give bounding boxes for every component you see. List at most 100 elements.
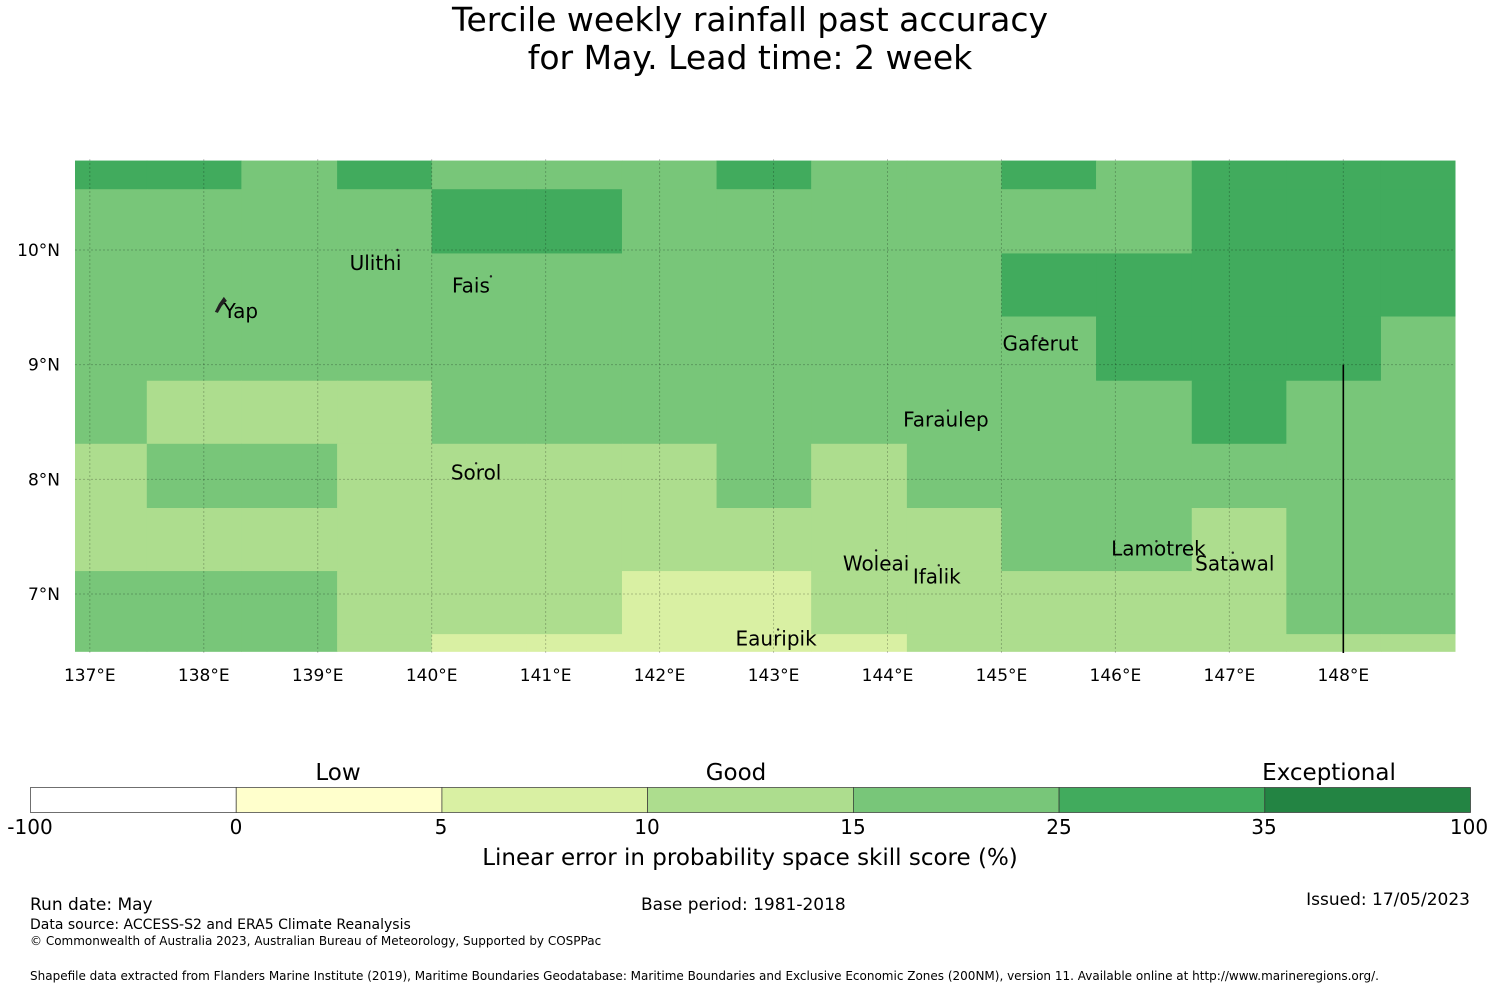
skill-cell [431,380,527,445]
skill-cell [1191,316,1287,382]
skill-cell [621,508,718,572]
skill-cell [811,160,908,190]
colorbar-tick: 25 [1046,815,1072,839]
skill-cell [1096,189,1193,254]
colorbar-label-exceptional: Exceptional [1262,760,1396,786]
skill-cell [337,380,433,445]
skill-cell [906,316,1002,382]
skill-cell [1191,634,1287,652]
run-date: Run date: May [30,895,153,915]
skill-cell [1001,508,1097,572]
colorbar-tick: 35 [1251,815,1277,839]
lon-tick-label: 140°E [406,666,458,686]
skill-cell [1096,160,1193,190]
skill-cell [431,571,527,635]
lon-tick-label: 137°E [64,666,116,686]
island-dot [489,275,493,278]
skill-cell [1001,571,1097,635]
colorbar-segment [235,787,443,813]
lon-tick-label: 139°E [292,666,344,686]
skill-cell [1001,189,1097,254]
skill-cell [1191,160,1287,190]
skill-cell [1096,508,1193,572]
lon-tick-label: 138°E [178,666,230,686]
skill-cell [716,380,812,445]
skill-cell [146,316,242,382]
lon-tick-label: 141°E [520,666,572,686]
skill-cell [1191,571,1287,635]
island-dot [874,549,878,552]
skill-cell [146,443,242,509]
page-title: Tercile weekly rainfall past accuracy fo… [0,0,1500,77]
lon-tick-label: 145°E [976,666,1028,686]
skill-cell [75,508,148,572]
lon-tick-label: 148°E [1317,666,1369,686]
skill-cell [241,316,338,382]
skill-cell [621,316,718,382]
skill-cell [1001,253,1097,318]
skill-cell [337,508,433,572]
skill-cell [1096,380,1193,445]
colorbar-tick: 5 [434,815,448,839]
island-label: Lamotrek [1111,536,1206,560]
lon-tick-label: 142°E [634,666,686,686]
skill-cell [1001,316,1097,382]
skill-cell [1380,634,1456,652]
island-dot [946,409,950,412]
skill-cell [526,508,623,572]
skill-cell [146,571,242,635]
skill-cell [716,571,812,635]
skill-cell [716,189,812,254]
skill-cell [811,189,908,254]
skill-cell [1380,443,1456,509]
skill-cell [906,160,1002,190]
skill-cell [1096,634,1193,652]
skill-cell [811,571,908,635]
skill-cell [1286,189,1382,254]
skill-cell [906,189,1002,254]
skill-cell [241,508,338,572]
skill-cell [431,189,527,254]
skill-cell [75,189,148,254]
colorbar-swatches [30,787,1471,813]
island-fais: Fais [452,273,493,297]
skill-cell [1001,160,1097,190]
island-label: Ifalik [913,564,961,588]
skill-cell [716,253,812,318]
skill-cell [526,160,623,190]
island-dot [474,462,478,465]
longitude-ticks: 137°E 138°E 139°E 140°E 141°E 142°E 143°E 144°E… [64,666,1369,686]
island-woleai: Woleai [843,549,909,575]
colorbar-tick: 15 [840,815,866,839]
skill-cell [811,316,908,382]
colorbar-tick: 0 [229,815,243,839]
island-label: Gaferut [1003,331,1079,355]
skill-cell [811,380,908,445]
skill-cell [75,443,148,509]
skill-cell [337,189,433,254]
skill-cell [1191,380,1287,445]
skill-map: Yap Ulithi Fais Gaferut Faraulep Sorol WoleaiI… [17,159,1456,686]
skill-cell [621,443,718,509]
skill-cell [146,634,242,652]
skill-cell [75,316,148,382]
latitude-ticks: 10°N 9°N 8°N 7°N [17,241,60,605]
skill-cell [1191,189,1287,254]
skill-cell [75,160,148,190]
island-label: Yap [223,299,258,323]
island-label: Eauripik [736,627,818,651]
island-layer: Yap Ulithi Fais Gaferut Faraulep Sorol WoleaiI… [214,248,1274,651]
skill-cell [1191,253,1287,318]
skill-cell [716,634,812,652]
skill-cell [1286,571,1382,635]
lat-tick-label: 8°N [28,470,60,490]
skill-cell [716,316,812,382]
lat-tick-label: 7°N [28,585,60,605]
skill-cell [526,189,623,254]
skill-cell [906,380,1002,445]
skill-cell [241,571,338,635]
lat-tick-label: 10°N [17,241,60,261]
skill-cell [1380,316,1456,382]
colorbar-segment [441,787,648,813]
colorbar-segment [853,787,1060,813]
